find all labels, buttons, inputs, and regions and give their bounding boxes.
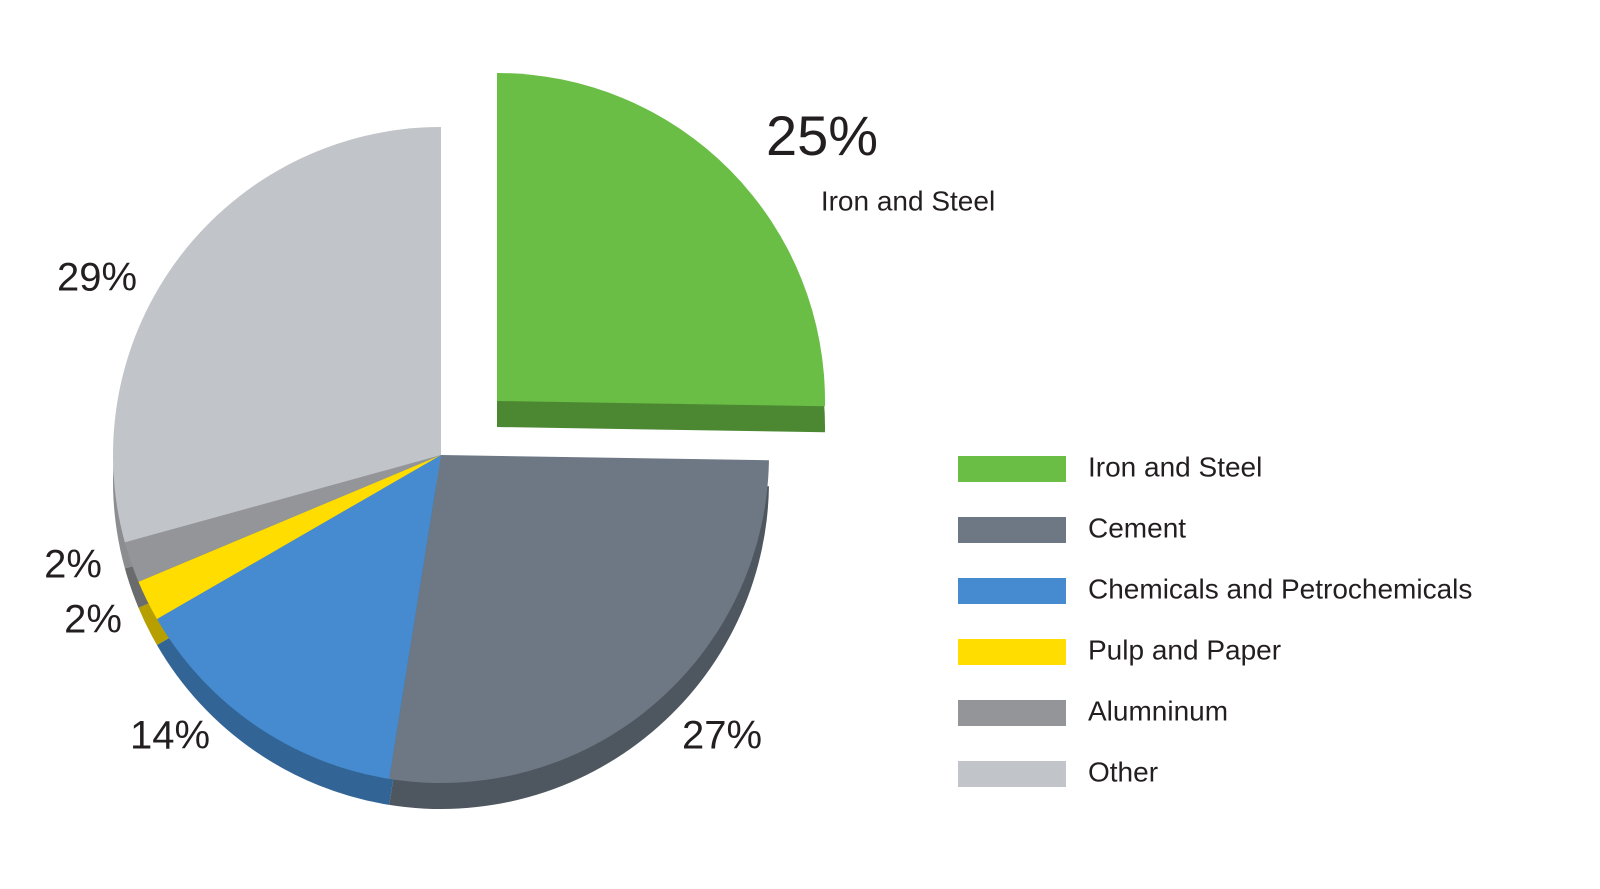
legend: Iron and Steel Cement Chemicals and Petroc… (958, 451, 1472, 787)
value-label: 2% (44, 543, 102, 587)
value-label: 25% (766, 104, 878, 167)
legend-label: Alumninum (1088, 695, 1228, 726)
slice-category-label: Iron and Steel (821, 185, 995, 216)
legend-swatch (958, 578, 1066, 604)
slice (113, 127, 442, 543)
slice (497, 73, 825, 407)
legend-swatch (958, 639, 1066, 665)
legend-label: Chemicals and Petrochemicals (1088, 573, 1472, 604)
legend-label: Pulp and Paper (1088, 634, 1281, 665)
legend-label: Cement (1088, 512, 1186, 543)
pie-tops (113, 73, 825, 783)
legend-label: Iron and Steel (1088, 451, 1262, 482)
value-label: 14% (130, 714, 210, 758)
slice (389, 455, 769, 783)
slice (124, 455, 441, 582)
slice (156, 455, 441, 779)
slice (138, 455, 442, 619)
legend-label: Other (1088, 756, 1158, 787)
legend-swatch (958, 700, 1066, 726)
value-label: 29% (57, 256, 137, 300)
legend-swatch (958, 761, 1066, 787)
slice-labels: 25% 27% 14% 2% 2% 29% Iron and Steel (44, 104, 995, 758)
legend-swatch (958, 456, 1066, 482)
value-label: 2% (64, 598, 122, 642)
legend-swatch (958, 517, 1066, 543)
value-label: 27% (682, 714, 762, 758)
